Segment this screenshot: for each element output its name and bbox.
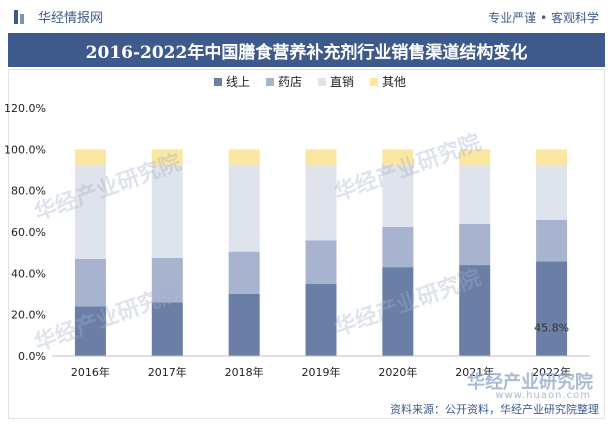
bar-segment-其他-2019年 xyxy=(305,149,337,166)
legend-swatch-其他 xyxy=(370,78,378,86)
legend-swatch-线上 xyxy=(214,78,222,86)
bar-segment-线上-2017年 xyxy=(151,302,183,356)
bar-segment-药店-2018年 xyxy=(228,251,260,294)
slogan: 专业严谨 • 客观科学 xyxy=(488,11,599,25)
bars xyxy=(74,149,568,356)
y-tick-label: 0.0% xyxy=(18,350,46,363)
legend-label: 其他 xyxy=(382,75,406,89)
legend-swatch-药店 xyxy=(266,78,274,86)
y-tick-label: 20.0% xyxy=(11,309,46,322)
x-tick-label: 2016年 xyxy=(71,365,110,379)
legend-label: 药店 xyxy=(278,75,302,89)
brand-name: 华经情报网 xyxy=(38,11,104,26)
bar-segment-线上-2018年 xyxy=(228,294,260,356)
bar-segment-线上-2021年 xyxy=(459,265,491,356)
x-axis: 2016年 2017年 2018年 2019年 2020年 2021年 2022年 xyxy=(52,355,590,379)
bar-segment-药店-2019年 xyxy=(305,240,337,284)
y-axis: 0.0% 20.0% 40.0% 60.0% 80.0% 100.0% 120.0% xyxy=(4,102,46,363)
data-labels: 45.8% xyxy=(534,322,569,335)
corner-watermark-url: www.huaon.com xyxy=(495,390,591,401)
y-tick-label: 40.0% xyxy=(11,267,46,280)
bar-segment-直销-2019年 xyxy=(305,165,337,241)
bar-chart-icon xyxy=(14,8,32,26)
bar-segment-药店-2021年 xyxy=(459,223,491,266)
bar-segment-药店-2022年 xyxy=(536,220,568,262)
source-note: 资料来源：公开资料，华经产业研究院整理 xyxy=(390,403,599,416)
bar-segment-线上-2019年 xyxy=(305,283,337,356)
y-tick-label: 80.0% xyxy=(11,185,46,198)
bar-segment-药店-2020年 xyxy=(382,226,414,268)
x-tick-label: 2018年 xyxy=(225,365,264,379)
x-tick-label: 2022年 xyxy=(532,365,571,379)
x-tick-label: 2021年 xyxy=(455,365,494,379)
bar-segment-直销-2017年 xyxy=(151,164,183,258)
legend-swatch-直销 xyxy=(318,78,326,86)
bar-segment-其他-2021年 xyxy=(459,149,491,166)
bar-segment-其他-2016年 xyxy=(74,149,106,166)
legend: 线上 药店 直销 其他 xyxy=(214,75,406,89)
y-tick-label: 120.0% xyxy=(4,102,46,115)
bar-segment-其他-2022年 xyxy=(536,149,568,166)
legend-label: 直销 xyxy=(330,75,354,89)
x-tick-label: 2020年 xyxy=(378,365,417,379)
bar-segment-线上-2022年 xyxy=(536,261,568,356)
bar-segment-直销-2018年 xyxy=(228,164,260,252)
bar-segment-其他-2017年 xyxy=(151,149,183,165)
y-tick-label: 100.0% xyxy=(4,143,46,156)
chart-title: 2016-2022年中国膳食营养补充剂行业销售渠道结构变化 xyxy=(8,33,605,67)
data-label: 45.8% xyxy=(534,322,569,335)
bar-segment-直销-2016年 xyxy=(74,165,106,259)
bar-segment-直销-2022年 xyxy=(536,165,568,221)
bar-segment-其他-2018年 xyxy=(228,149,260,165)
x-tick-label: 2019年 xyxy=(302,365,341,379)
bar-segment-药店-2017年 xyxy=(151,257,183,303)
x-tick-label: 2017年 xyxy=(148,365,187,379)
bar-segment-其他-2020年 xyxy=(382,149,414,166)
bar-segment-药店-2016年 xyxy=(74,258,106,307)
legend-label: 线上 xyxy=(226,75,250,89)
brand-logo: 华经情报网 xyxy=(14,7,103,26)
corner-watermark-brand: 华经产业研究院 xyxy=(467,372,593,393)
bar-segment-线上-2020年 xyxy=(382,267,414,356)
bar-segment-线上-2016年 xyxy=(74,306,106,356)
bar-segment-直销-2020年 xyxy=(382,165,414,227)
top-bar: 华经情报网 专业严谨 • 客观科学 xyxy=(0,0,613,32)
bar-segment-直销-2021年 xyxy=(459,165,491,224)
chart-frame xyxy=(8,69,605,419)
y-tick-label: 60.0% xyxy=(11,226,46,239)
